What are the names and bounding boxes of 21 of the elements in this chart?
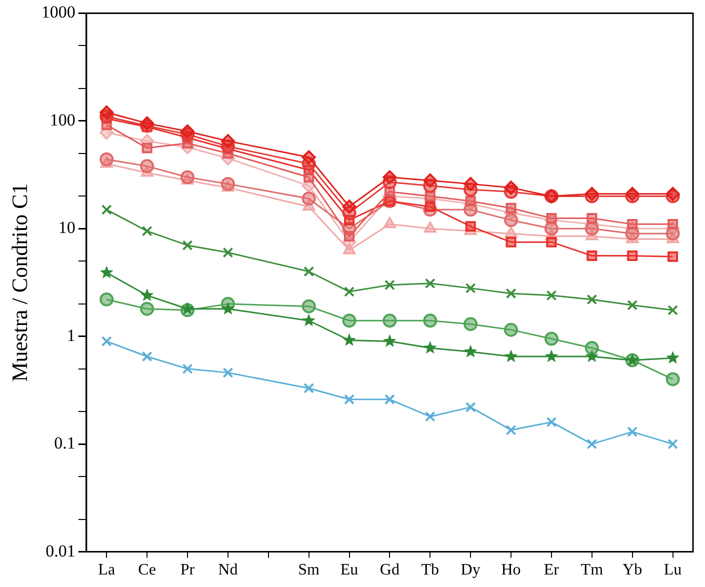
x-tick-label: Ho bbox=[501, 562, 521, 579]
x-tick-label: Tb bbox=[421, 562, 440, 579]
x-tick-label: Yb bbox=[622, 562, 642, 579]
x-tick-label: Lu bbox=[664, 562, 682, 579]
y-tick-label: 1000 bbox=[41, 2, 76, 22]
y-tick-label: 10 bbox=[58, 218, 76, 238]
x-tick-label: Tm bbox=[580, 562, 604, 579]
y-tick-label: 100 bbox=[50, 110, 76, 130]
x-tick-label: Eu bbox=[340, 562, 358, 579]
y-axis-title: Muestra / Condrito C1 bbox=[6, 183, 32, 382]
x-tick-label: Dy bbox=[460, 562, 480, 579]
y-tick-label: 0.01 bbox=[46, 541, 76, 560]
x-tick-label: Pr bbox=[180, 562, 196, 579]
x-tick-label: Gd bbox=[380, 562, 400, 579]
y-tick-label: 0.1 bbox=[54, 434, 76, 453]
x-tick-label: Sm bbox=[298, 562, 320, 579]
x-tick-label: Ce bbox=[138, 562, 156, 579]
x-tick-label: Er bbox=[544, 562, 560, 579]
x-tick-label: Nd bbox=[218, 562, 238, 579]
x-tick-label: La bbox=[98, 562, 116, 579]
y-tick-label: 1 bbox=[66, 326, 76, 345]
